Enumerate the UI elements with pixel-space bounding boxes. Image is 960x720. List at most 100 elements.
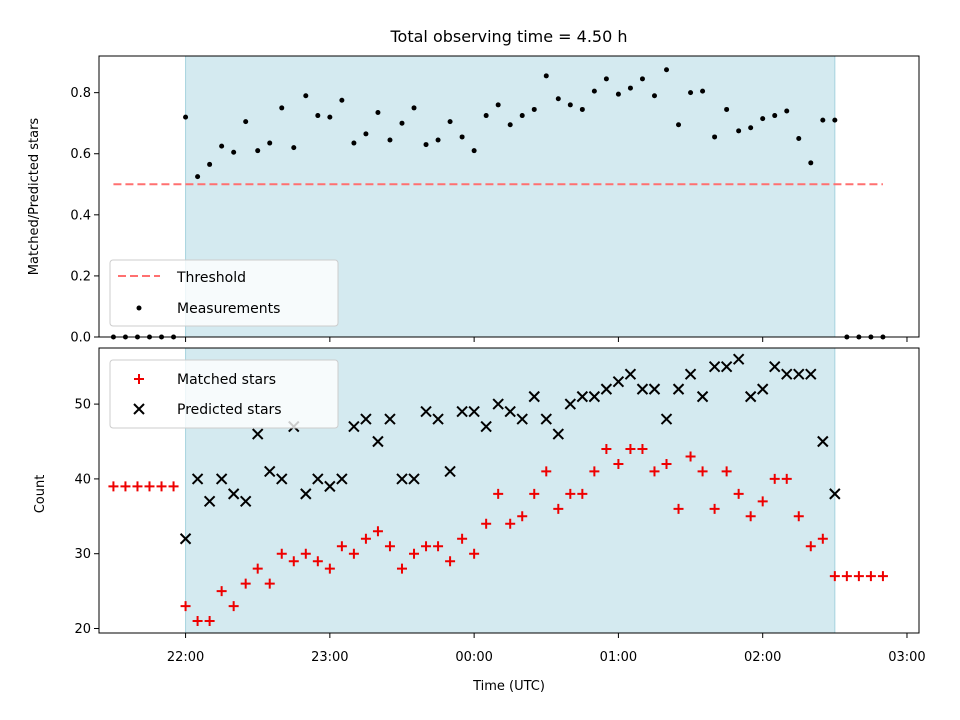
bottom-axes-frame	[98, 347, 920, 634]
matched-star-point	[853, 571, 864, 582]
matched-star-point	[553, 503, 564, 514]
predicted-star-point	[720, 360, 733, 373]
matched-star-point	[769, 473, 780, 484]
x-tick-label: 02:00	[744, 650, 781, 665]
matched-star-point	[841, 571, 852, 582]
predicted-star-point	[300, 488, 312, 500]
matched-star-point	[300, 548, 311, 559]
measurement-point	[579, 106, 585, 112]
bottom-y-tick-label: 50	[74, 398, 91, 413]
measurement-point	[447, 119, 453, 125]
measurement-point	[327, 114, 333, 120]
matched-star-point	[661, 458, 672, 469]
x-tick-label: 01:00	[600, 650, 637, 665]
matched-star-point	[565, 488, 576, 499]
matched-star-point	[529, 488, 540, 499]
measurement-point	[315, 113, 321, 119]
measurement-point	[495, 102, 501, 108]
x-axis: 22:00 23:00 00:00 01:00 02:00 03:00	[167, 633, 926, 665]
matched-star-point	[793, 511, 804, 522]
matched-star-point	[589, 466, 600, 477]
matched-star-point	[781, 473, 792, 484]
predicted-stars-points	[179, 353, 841, 545]
matched-star-point	[493, 488, 504, 499]
measurement-point	[712, 134, 718, 140]
measurement-point	[519, 113, 525, 119]
x-tick-label: 22:00	[167, 650, 204, 665]
measurement-point	[339, 97, 345, 103]
matched-star-point	[805, 541, 816, 552]
predicted-star-point	[648, 383, 661, 395]
matched-star-point	[409, 548, 420, 559]
matched-star-point	[180, 601, 191, 612]
top-y-tick-label: 0.2	[70, 269, 91, 284]
measurement-point	[796, 135, 802, 141]
matched-star-point	[649, 466, 660, 477]
measurement-point	[748, 125, 754, 131]
top-y-axis: 0.0 0.2 0.4 0.6 0.8	[70, 86, 99, 346]
measurement-point	[351, 140, 357, 146]
measurement-point	[483, 113, 489, 119]
matched-star-point	[721, 466, 732, 477]
bottom-legend-box	[109, 359, 339, 429]
matched-star-point	[601, 443, 612, 454]
predicted-star-point	[817, 435, 829, 448]
measurement-point	[820, 117, 826, 123]
predicted-star-point	[756, 383, 769, 395]
matched-star-point	[817, 533, 828, 544]
predicted-star-point	[744, 390, 757, 403]
measurement-point	[651, 93, 657, 99]
predicted-star-point	[660, 413, 673, 425]
matched-star-point	[288, 556, 299, 567]
predicted-star-point	[264, 465, 276, 478]
measurement-point	[291, 145, 297, 151]
predicted-star-point	[312, 473, 324, 485]
matched-star-point	[168, 481, 179, 492]
measurement-point	[267, 140, 273, 146]
top-legend-box	[109, 259, 339, 327]
measurement-point	[543, 73, 549, 79]
predicted-star-point	[781, 368, 793, 380]
measurement-point	[531, 106, 537, 112]
predicted-star-point	[191, 473, 204, 485]
predicted-star-point	[372, 435, 384, 448]
predicted-star-point	[179, 533, 192, 545]
measurement-point	[688, 90, 694, 96]
matched-star-point	[757, 496, 768, 507]
matched-star-point	[204, 616, 215, 627]
matched-star-point	[312, 556, 323, 567]
matched-star-point	[541, 466, 552, 477]
predicted-star-point	[396, 473, 408, 485]
measurement-point	[639, 76, 645, 82]
legend-matched-label: Matched stars	[177, 372, 276, 388]
matched-star-point	[336, 541, 347, 552]
predicted-star-point	[420, 405, 432, 418]
x-tick-label: 03:00	[888, 650, 925, 665]
x-axis-label: Time (UTC)	[472, 679, 545, 694]
predicted-star-point	[324, 480, 336, 493]
measurement-point	[700, 88, 706, 94]
measurement-point	[231, 149, 237, 155]
predicted-star-point	[708, 360, 721, 373]
matched-star-point	[372, 526, 383, 537]
predicted-star-point	[696, 390, 709, 403]
predicted-star-point	[252, 428, 264, 440]
measurement-point	[724, 106, 730, 112]
predicted-star-point	[624, 368, 637, 380]
predicted-star-point	[239, 495, 252, 508]
matched-star-point	[421, 541, 432, 552]
matched-star-point	[481, 518, 492, 529]
measurement-point	[808, 160, 814, 166]
matched-star-point	[348, 548, 359, 559]
matched-star-point	[613, 458, 624, 469]
matched-star-point	[685, 451, 696, 462]
legend-predicted-label: Predicted stars	[177, 402, 282, 418]
matched-star-point	[625, 443, 636, 454]
bottom-y-axis: 20 30 40 50	[74, 398, 99, 637]
matched-star-point	[360, 533, 371, 544]
matched-star-point	[324, 563, 335, 574]
predicted-star-point	[805, 368, 817, 380]
predicted-star-point	[492, 398, 504, 410]
predicted-star-point	[793, 368, 805, 380]
